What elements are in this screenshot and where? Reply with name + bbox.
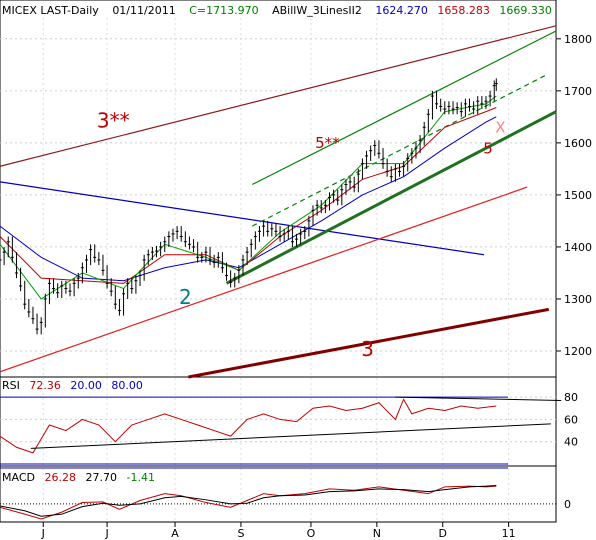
- trend-line: [251, 30, 557, 186]
- macd-lines: [0, 467, 508, 520]
- macd-hist: -1.41: [126, 471, 154, 484]
- moving-average-line: [0, 116, 497, 282]
- x-tick-label: J: [41, 527, 45, 540]
- rsi-label: RSI: [2, 379, 20, 392]
- price-bars: [0, 78, 498, 335]
- wave-annotations: 3** 5** 2 3 5X: [97, 108, 506, 361]
- rsi-value: 72.36: [29, 379, 61, 392]
- x-tick-label: O: [307, 527, 316, 540]
- price-y-tick-label: 1500: [564, 189, 592, 202]
- rsi-trend-line-upper: [395, 396, 562, 401]
- wave-label: 5: [483, 139, 493, 157]
- trend-line: [188, 307, 550, 379]
- x-tick-label: A: [171, 527, 179, 540]
- rsi-lines: [0, 396, 562, 465]
- price-y-tick-label: 1400: [564, 241, 592, 254]
- rsi-y-tick-label: 40: [564, 436, 578, 449]
- svg-text:MACD 26.28 27.70: MACD 26.28 27.70 -1.41: [2, 471, 155, 484]
- moving-average-line: [0, 95, 497, 300]
- wave-label: 2: [179, 285, 192, 309]
- y-axis-ticks: 1800 1700 1600 1500 1400 1300 1200 80 60 40 0: [556, 33, 592, 511]
- price-y-tick-label: 1600: [564, 137, 592, 150]
- x-tick-label: N: [373, 527, 381, 540]
- indicator-value-2: 1658.283: [437, 4, 490, 17]
- wave-label: 5**: [315, 134, 340, 152]
- price-y-tick-label: 1800: [564, 33, 592, 46]
- rsi-high: 80.00: [111, 379, 143, 392]
- indicator-value-1: 1624.270: [375, 4, 428, 17]
- chart-symbol: MICEX LAST-Daily: [2, 4, 99, 17]
- macd-signal: 27.70: [85, 471, 117, 484]
- trend-lines: [0, 25, 557, 379]
- indicator-value-3: 1669.330: [499, 4, 552, 17]
- macd-label: MACD: [2, 471, 35, 484]
- trend-line: [0, 25, 557, 167]
- x-tick-label: 11: [502, 527, 516, 540]
- rsi-low: 20.00: [70, 379, 102, 392]
- macd-panel-frame: [0, 465, 557, 523]
- price-y-tick-label: 1300: [564, 293, 592, 306]
- trend-line: [0, 186, 528, 373]
- x-tick-label: D: [438, 527, 446, 540]
- macd-y-tick-label: 0: [564, 498, 571, 511]
- rsi-y-tick-label: 60: [564, 413, 578, 426]
- trend-line: [225, 110, 557, 285]
- price-y-tick-label: 1200: [564, 345, 592, 358]
- wave-label: 3**: [97, 108, 130, 132]
- macd-line: [0, 484, 497, 517]
- wave-label: X: [495, 118, 505, 136]
- price-y-tick-label: 1700: [564, 85, 592, 98]
- x-axis-ticks: J J A S O N D 11: [41, 522, 516, 540]
- indicator-name: ABillW_3LinesII2: [272, 4, 362, 17]
- moving-average-line: [0, 107, 497, 284]
- trend-line: [0, 181, 485, 256]
- chart-date: 01/11/2011: [112, 4, 175, 17]
- price-panel-frame: [0, 0, 557, 378]
- x-tick-label: J: [104, 527, 108, 540]
- rsi-trend-line-lower: [30, 423, 551, 449]
- svg-text:RSI 72.36 20.00: RSI 72.36 20.00 80.00: [2, 379, 143, 392]
- rsi-line: [0, 398, 497, 454]
- x-tick-label: S: [237, 527, 244, 540]
- svg-text:MICEX LAST-Daily 01/11/2: MICEX LAST-Daily 01/11/2011 C=1713.970 A…: [2, 4, 552, 17]
- macd-value: 26.28: [44, 471, 76, 484]
- moving-averages: [0, 95, 497, 300]
- rsi-y-tick-label: 80: [564, 391, 578, 404]
- trend-line: [251, 74, 546, 227]
- wave-label: 3: [361, 337, 374, 361]
- macd-line: [0, 485, 497, 520]
- close-value: C=1713.970: [189, 4, 258, 17]
